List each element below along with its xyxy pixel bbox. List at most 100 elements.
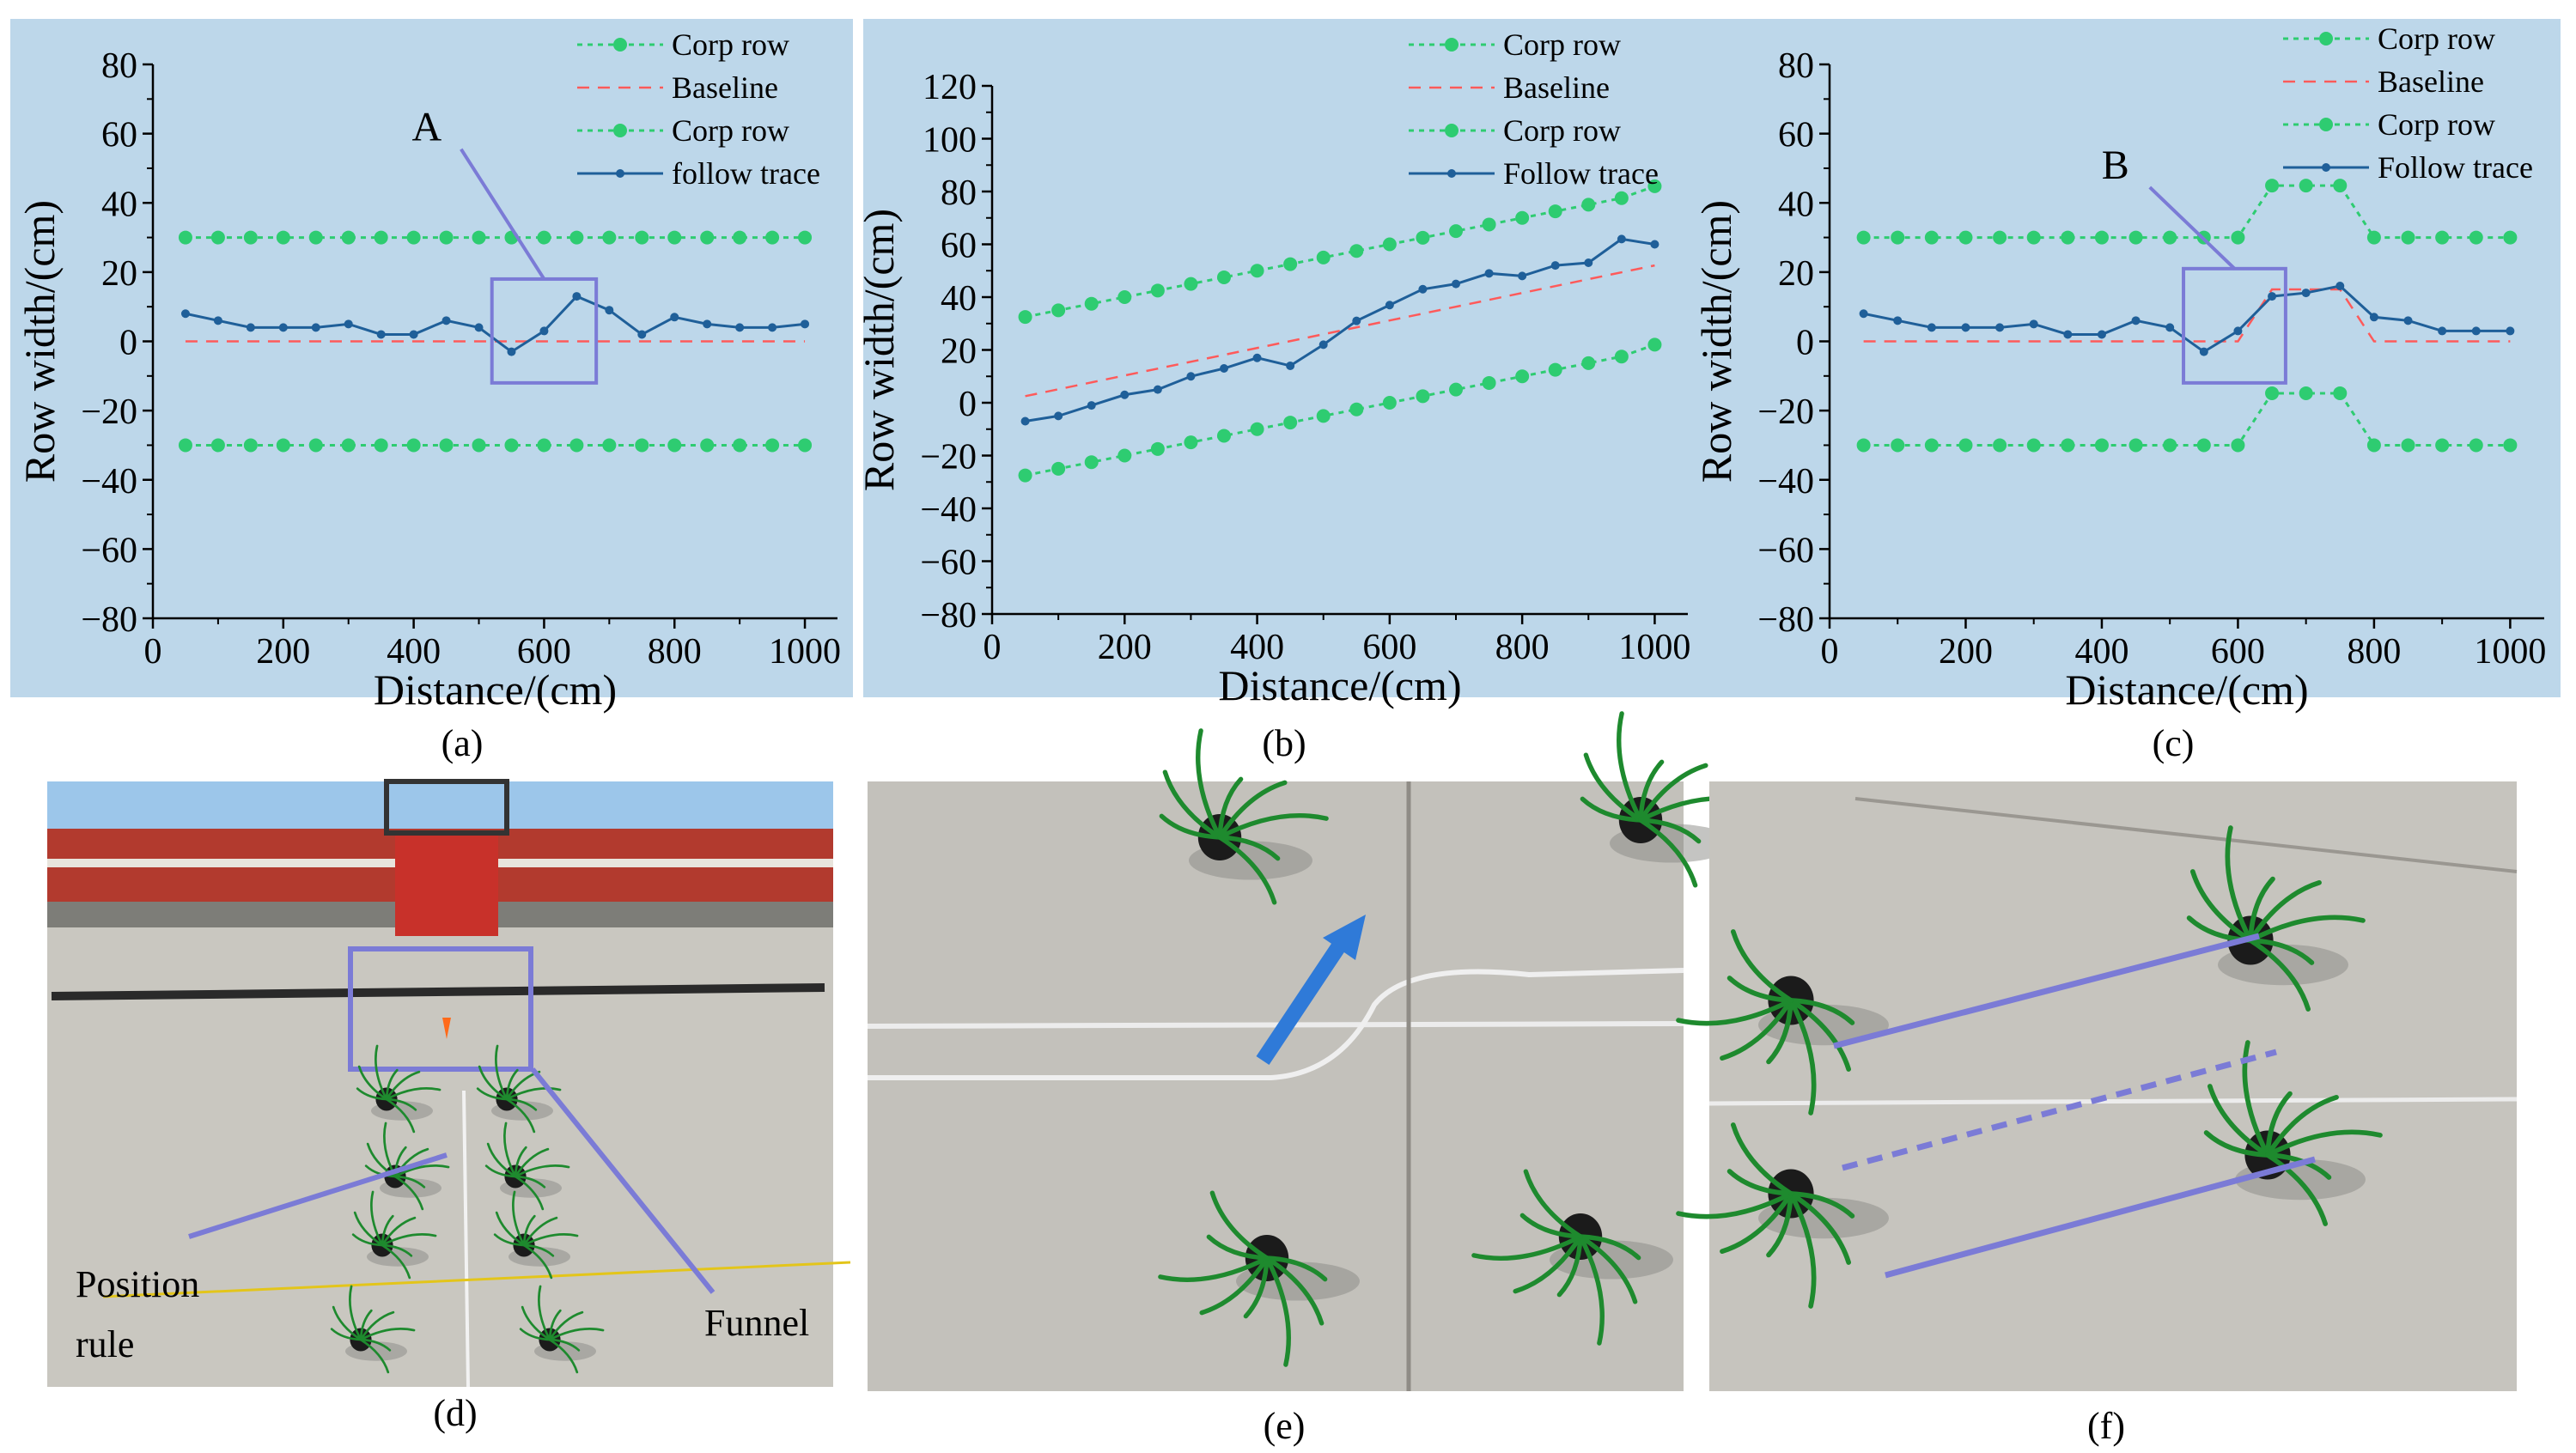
plant-leaf [1788,1191,1817,1309]
series-green-dotted-2 [1018,337,1662,483]
y-tick-label: 0 [1796,324,1814,363]
y-tick-label: 20 [1778,254,1814,294]
y-tick-label: 40 [1778,185,1814,224]
follow-trace-point [2301,289,2311,298]
plant-leaf [1788,998,1855,1025]
plant-leaf [1788,1191,1855,1219]
follow-trace-point [2131,316,2141,325]
x-tick-label: 200 [1939,632,1993,672]
potted-plant [519,1285,605,1374]
follow-trace-point [1650,240,1659,249]
photo-e-direction-arrow-head [1323,915,1366,960]
crop-row-point [1051,303,1066,318]
plant-leaf [522,1243,555,1257]
follow-trace-line [185,295,806,354]
follow-trace-line [1863,284,2511,354]
potted-plant [493,1190,579,1280]
plant-leaf [385,1068,399,1101]
plant-leaf [1638,763,1708,823]
crop-row-point [243,230,258,245]
follow-trace-point [1020,416,1030,426]
crop-row-point [1515,210,1530,225]
plant-leaf [495,1211,526,1247]
photo-e-chalk-path [868,968,1684,1080]
plant-leaf [514,1147,550,1178]
potted-plant [356,1044,442,1134]
series-green-dotted-2 [178,438,813,453]
photo-f-crack [1854,797,2518,873]
plant-leaf [2203,1130,2270,1158]
plant-leaf [2189,869,2253,943]
plant-leaf [2265,1152,2329,1226]
plant-leaf [493,1233,526,1247]
crop-row-point [733,230,747,245]
follow-trace-point [1418,284,1428,294]
plant-leaf [2248,876,2275,943]
plant-leaf [514,1146,527,1178]
series-red-dashed-1 [1025,264,1655,398]
plant-leaf [330,1328,362,1341]
crop-row-point [276,438,290,453]
plant-leaf [1243,1255,1270,1319]
chart-caption: (c) [2153,722,2195,764]
crop-row-point [1647,337,1662,352]
plant-leaf [548,1328,605,1341]
crop-row-point [1891,230,1905,245]
plant-leaf [1766,998,1793,1065]
plant-leaf [1676,998,1793,1026]
crop-row-point [308,230,323,245]
photo-d-tractor-scene: Position rule Funnel (d) [47,779,851,1434]
y-tick-label: −60 [920,544,977,583]
legend-marker-crop-row [1445,124,1459,137]
follow-trace-point [1927,323,1936,332]
legend: Corp row Baseline Corp row follow trace [577,27,820,191]
annotation-A: A [411,105,599,385]
x-tick-label: 800 [648,632,702,672]
crop-row-point [2401,230,2415,245]
plant-leaf [381,1233,437,1247]
plant-leaf [2265,1094,2339,1158]
y-tick-label: 80 [1778,46,1814,86]
y-tick-label: 20 [101,254,137,294]
photos-layer: Position rule Funnel (d) (e) (f) [47,711,2518,1447]
photo-d-caption: (d) [433,1392,477,1434]
y-axis-title: Row width/(cm) [15,200,64,483]
x-tick-label: 0 [984,628,1002,667]
legend-label: Follow trace [1503,156,1659,191]
y-tick-label: 60 [101,116,137,155]
plant-leaf [1206,1234,1270,1261]
plant-leaf [519,1328,551,1341]
follow-trace-point [1286,361,1295,370]
photo-d-label-position: Position [76,1263,199,1305]
plant-leaf [514,1175,545,1211]
follow-trace-point [344,319,353,329]
crop-row-point [2026,438,2041,453]
x-tick-label: 600 [2211,632,2265,672]
x-axis-title: Distance/(cm) [1218,661,1461,709]
follow-trace-point [409,330,418,339]
follow-trace-point [1550,261,1560,271]
crop-row-point [2265,386,2280,400]
plant-leaf [512,1190,526,1247]
legend-marker-trace [616,169,624,178]
follow-trace-point [1995,323,2005,332]
follow-trace-point [2471,326,2481,336]
crop-row-point [504,438,519,453]
crop-row-point [1548,204,1562,219]
y-tick-label: −20 [81,392,137,432]
plant-leaf [393,1164,450,1178]
crop-row-point [569,438,584,453]
plant-leaf [1578,1234,1638,1304]
crop-row-point [2163,230,2177,245]
plant-leaf [356,1087,388,1101]
crop-row-point [1482,217,1496,232]
follow-trace-point [278,323,288,332]
plant-leaf [1217,835,1277,905]
legend-marker-crop-row [613,38,627,52]
series-green-dotted-0 [1018,179,1662,325]
crop-row-point [308,438,323,453]
plant-leaf [1583,752,1643,823]
follow-trace-point [1087,401,1096,410]
x-tick-label: 1000 [1618,628,1690,667]
